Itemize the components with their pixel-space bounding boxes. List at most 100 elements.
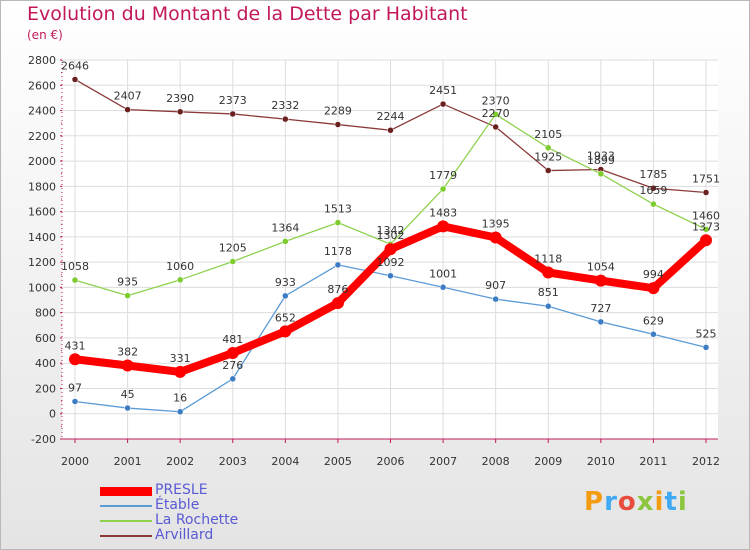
data-label-la-rochette: 2370	[482, 94, 510, 107]
legend-label: Étable	[155, 497, 200, 513]
x-tick-label: 2004	[271, 455, 299, 468]
y-tick-label: 200	[35, 382, 56, 395]
data-label-table: 1092	[377, 256, 405, 269]
data-point-table	[282, 292, 289, 300]
x-tick-label: 2007	[429, 455, 457, 468]
data-point-table	[545, 302, 552, 310]
y-tick-label: 1600	[28, 206, 56, 219]
y-tick-label: 1400	[28, 231, 56, 244]
data-label-arvillard: 2244	[377, 110, 405, 123]
data-point-presle	[121, 359, 134, 372]
data-point-la-rochette	[439, 185, 447, 193]
brand-letter: t	[664, 487, 678, 517]
x-tick-label: 2012	[692, 455, 720, 468]
data-label-table: 851	[538, 286, 559, 299]
data-point-arvillard	[282, 115, 289, 123]
legend-swatch	[100, 487, 152, 496]
data-label-presle: 1395	[482, 217, 510, 230]
data-point-table	[334, 261, 342, 269]
data-point-presle	[279, 325, 292, 338]
brand-letter: i	[654, 487, 665, 517]
data-point-presle	[594, 274, 607, 287]
data-point-presle	[542, 266, 555, 279]
data-label-table: 45	[121, 388, 135, 401]
data-label-la-rochette: 1899	[587, 154, 615, 167]
data-point-arvillard	[71, 76, 79, 83]
data-point-presle	[489, 231, 502, 244]
data-label-arvillard: 2270	[482, 107, 510, 120]
data-point-la-rochette	[229, 258, 236, 265]
x-tick-label: 2000	[61, 455, 89, 468]
data-point-arvillard	[702, 189, 710, 196]
data-point-arvillard	[229, 110, 236, 118]
data-label-table: 907	[485, 279, 506, 292]
y-tick-label: 2400	[28, 105, 56, 118]
data-label-table: 276	[222, 359, 243, 372]
data-point-presle	[647, 282, 660, 295]
data-label-arvillard: 1751	[692, 173, 720, 186]
data-label-table: 629	[643, 314, 664, 327]
data-point-presle	[226, 346, 239, 359]
data-label-table: 933	[275, 276, 296, 289]
data-label-presle: 994	[643, 268, 664, 281]
data-point-arvillard	[650, 184, 657, 192]
x-tick-label: 2009	[534, 455, 562, 468]
data-label-arvillard: 1785	[639, 168, 667, 181]
data-label-la-rochette: 1779	[429, 169, 457, 182]
brand-letter: P	[584, 487, 605, 517]
x-tick-label: 2001	[114, 455, 142, 468]
data-label-arvillard: 2451	[429, 84, 457, 97]
y-tick-label: 1000	[28, 281, 56, 294]
y-tick-label: 600	[35, 332, 56, 345]
brand-logo: Proxiti	[584, 487, 688, 517]
data-point-presle	[700, 234, 712, 247]
x-tick-label: 2011	[639, 455, 667, 468]
data-point-presle	[437, 220, 450, 233]
data-label-table: 97	[68, 381, 82, 394]
data-label-presle: 1118	[534, 252, 562, 265]
data-label-la-rochette: 1058	[61, 260, 89, 273]
legend-label: La Rochette	[155, 512, 239, 528]
data-label-la-rochette: 2105	[534, 128, 562, 141]
data-label-arvillard: 2373	[219, 94, 247, 107]
data-point-la-rochette	[702, 226, 710, 233]
data-label-presle: 876	[327, 283, 348, 296]
data-label-la-rochette: 1513	[324, 203, 352, 216]
data-point-arvillard	[545, 167, 552, 174]
data-point-la-rochette	[176, 276, 184, 284]
legend-swatch	[100, 535, 152, 537]
data-point-presle	[174, 365, 187, 378]
data-point-table	[650, 331, 657, 338]
data-label-arvillard: 2289	[324, 105, 352, 118]
data-point-table	[702, 344, 710, 351]
brand-letter: o	[617, 487, 637, 517]
data-label-table: 16	[173, 392, 187, 405]
y-tick-label: 2200	[28, 130, 56, 143]
data-label-table: 1001	[429, 267, 457, 280]
data-label-table: 525	[696, 327, 717, 340]
x-tick-label: 2006	[377, 455, 405, 468]
data-point-la-rochette	[650, 200, 657, 208]
x-tick-label: 2008	[482, 455, 510, 468]
data-label-presle: 652	[275, 311, 296, 324]
data-point-arvillard	[439, 100, 447, 108]
data-point-la-rochette	[282, 238, 289, 245]
brand-letter: i	[677, 487, 688, 517]
data-label-la-rochette: 1659	[639, 184, 667, 197]
brand-letter: r	[604, 487, 618, 517]
legend-label: PRESLE	[155, 482, 208, 498]
data-point-la-rochette	[545, 144, 552, 152]
legend-swatch	[100, 520, 152, 522]
data-point-table	[71, 398, 79, 405]
data-point-table	[176, 408, 184, 415]
brand-letter: x	[636, 487, 655, 517]
data-label-presle: 1054	[587, 261, 615, 274]
data-point-arvillard	[334, 121, 342, 128]
data-label-presle: 331	[170, 352, 191, 365]
data-label-presle: 1483	[429, 206, 457, 219]
data-label-arvillard: 1933	[587, 150, 615, 163]
data-point-table	[439, 284, 447, 291]
y-tick-label: 0	[49, 408, 56, 421]
data-label-arvillard: 1925	[534, 151, 562, 164]
